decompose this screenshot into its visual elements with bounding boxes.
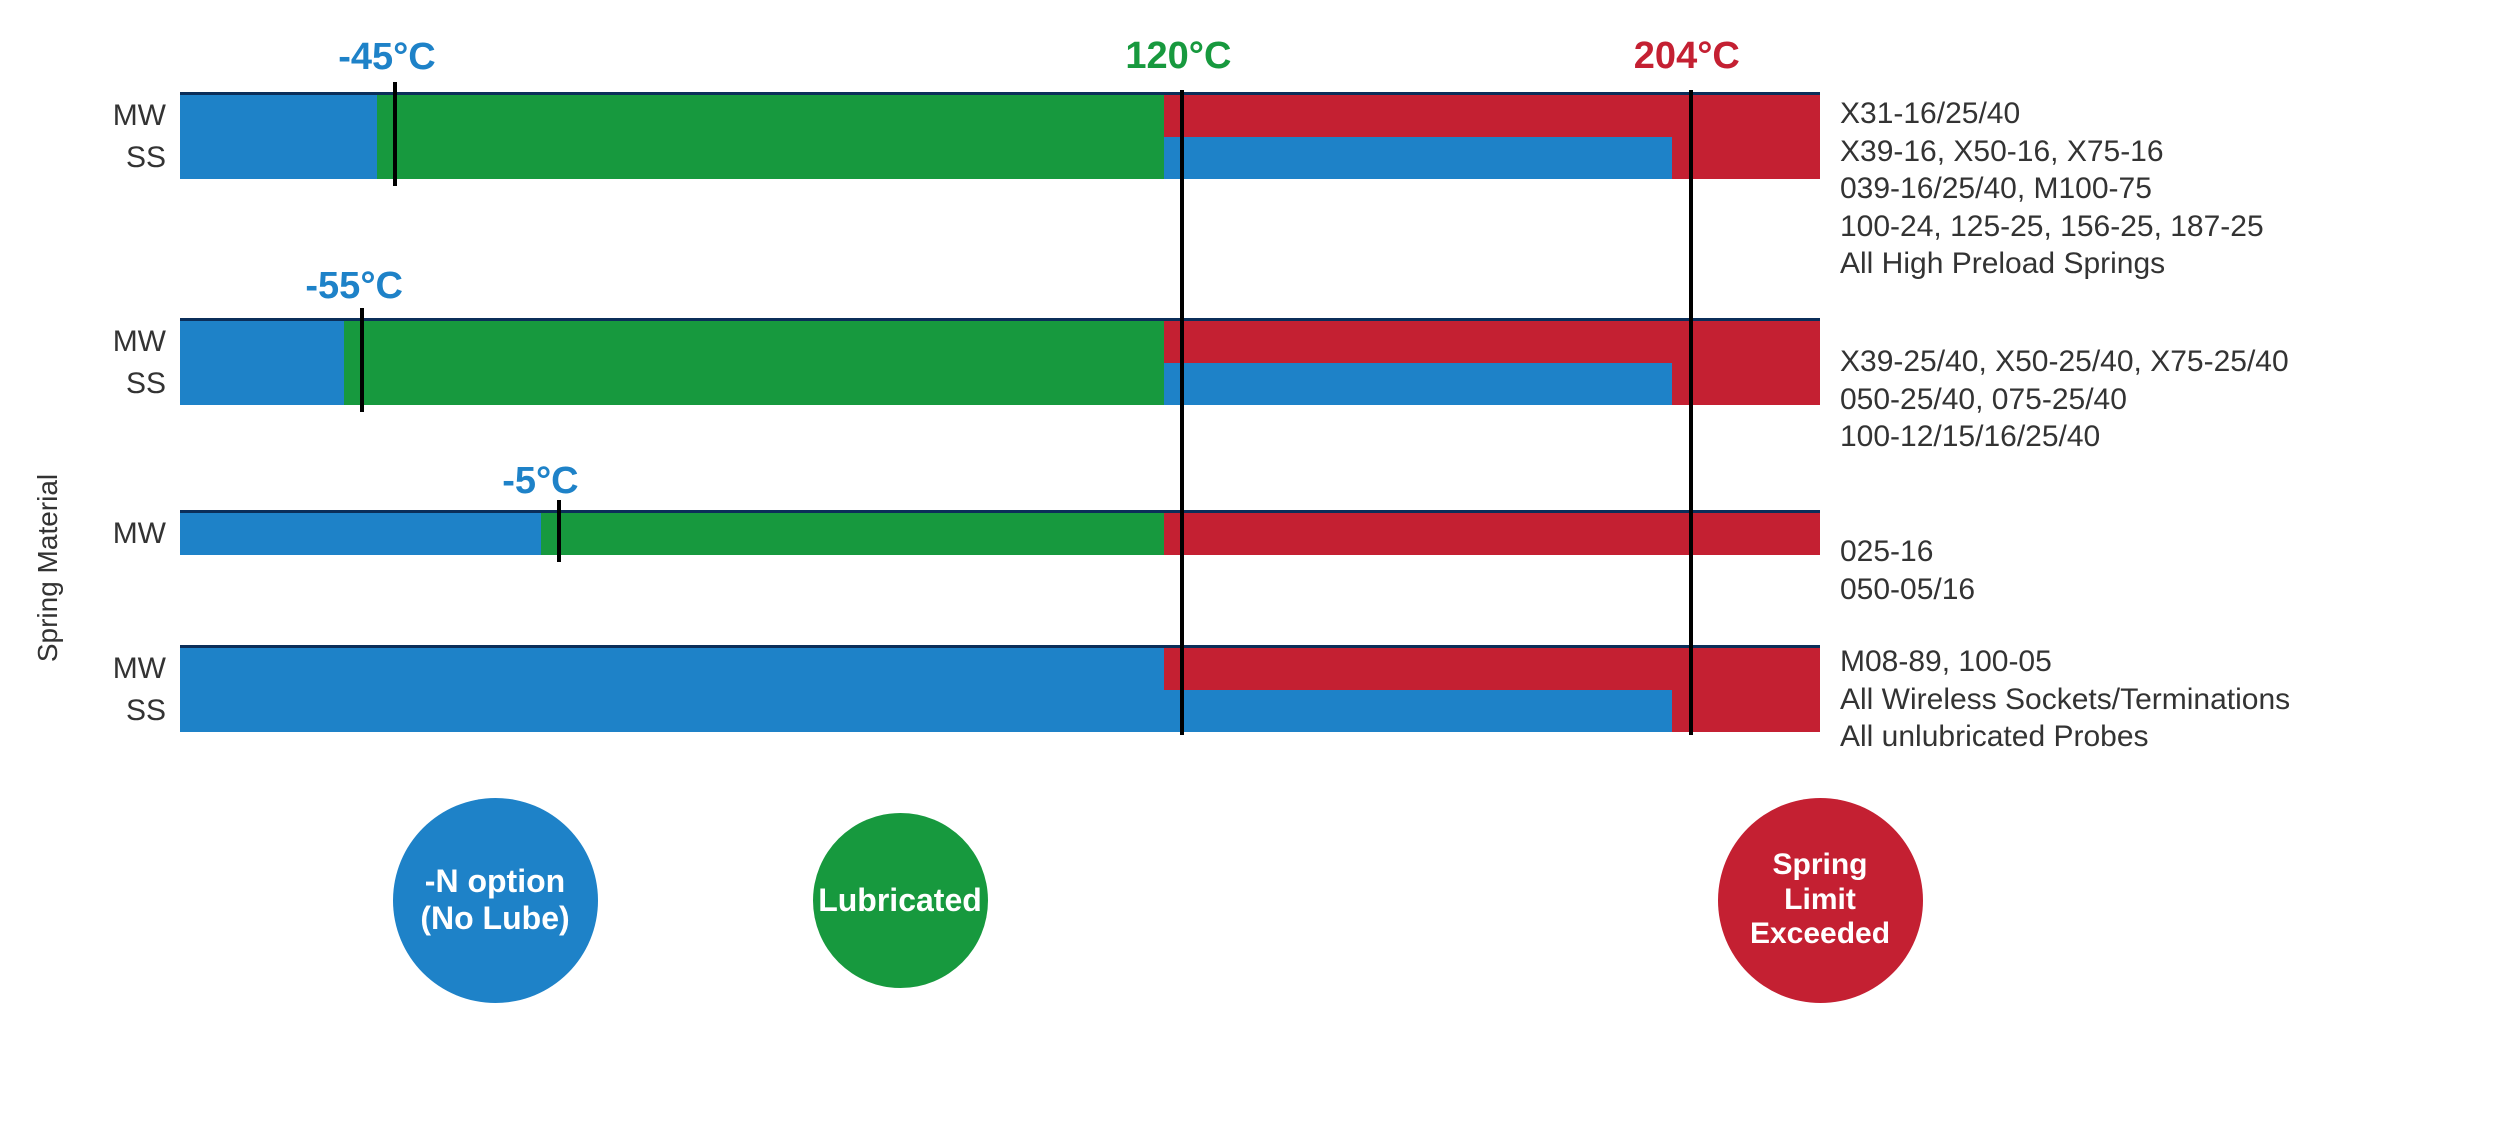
material-group: MWSS xyxy=(180,92,1820,176)
material-row xyxy=(180,95,1820,137)
legend-circle: Lubricated xyxy=(813,813,988,988)
product-list: M08-89, 100-05All Wireless Sockets/Termi… xyxy=(1840,643,2460,756)
product-list: 025-16050-05/16 xyxy=(1840,533,2460,608)
range-segment xyxy=(541,513,1197,555)
product-line: All Wireless Sockets/Terminations xyxy=(1840,681,2460,719)
material-group: MWSS xyxy=(180,645,1820,729)
range-segment xyxy=(1164,321,1820,363)
material-group: MW xyxy=(180,510,1820,552)
product-line: X31-16/25/40 xyxy=(1840,95,2460,133)
row-label: SS xyxy=(126,363,166,405)
row-label: SS xyxy=(126,137,166,179)
row-label: MW xyxy=(113,95,166,137)
product-line: M08-89, 100-05 xyxy=(1840,643,2460,681)
product-line: All unlubricated Probes xyxy=(1840,718,2460,756)
material-row xyxy=(180,690,1820,732)
legend-circle: SpringLimitExceeded xyxy=(1718,798,1923,1003)
range-segment xyxy=(180,513,557,555)
product-line: 050-05/16 xyxy=(1840,571,2460,609)
product-line: 100-24, 125-25, 156-25, 187-25 xyxy=(1840,208,2460,246)
range-segment xyxy=(1164,95,1820,137)
material-row xyxy=(180,321,1820,363)
row-label: MW xyxy=(113,321,166,363)
material-row xyxy=(180,137,1820,179)
y-axis-label: Spring Material xyxy=(32,473,64,661)
low-temp-label: -45°C xyxy=(338,36,436,79)
range-segment xyxy=(344,321,1197,363)
product-line: 050-25/40, 075-25/40 xyxy=(1840,381,2460,419)
range-segment xyxy=(1164,513,1820,555)
range-segment xyxy=(180,137,393,179)
range-segment xyxy=(1164,363,1689,405)
material-row xyxy=(180,648,1820,690)
legend-line: Limit xyxy=(1784,883,1856,918)
product-line: 039-16/25/40, M100-75 xyxy=(1840,170,2460,208)
legend-line: Exceeded xyxy=(1750,917,1890,952)
row-label: SS xyxy=(126,690,166,732)
range-segment xyxy=(180,321,360,363)
legend-line: Lubricated xyxy=(818,882,982,919)
temp-reference-line xyxy=(1689,90,1693,735)
spring-temperature-chart: Spring Material 120°C204°CMWSS-45°CMWSS-… xyxy=(20,20,2476,1115)
product-line: All High Preload Springs xyxy=(1840,245,2460,283)
temp-reference-line xyxy=(1180,90,1184,735)
product-list: X39-25/40, X50-25/40, X75-25/40050-25/40… xyxy=(1840,343,2460,456)
material-row xyxy=(180,363,1820,405)
range-segment xyxy=(1672,137,1820,179)
product-list: X31-16/25/40X39-16, X50-16, X75-16039-16… xyxy=(1840,95,2460,283)
product-line: 100-12/15/16/25/40 xyxy=(1840,418,2460,456)
product-line: 025-16 xyxy=(1840,533,2460,571)
legend-line: (No Lube) xyxy=(420,900,569,937)
range-segment xyxy=(1164,137,1689,179)
material-group: MWSS xyxy=(180,318,1820,402)
range-segment xyxy=(180,690,1689,732)
low-temp-tick xyxy=(360,308,364,412)
low-temp-label: -5°C xyxy=(502,460,578,503)
range-segment xyxy=(1672,690,1820,732)
product-line: X39-16, X50-16, X75-16 xyxy=(1840,133,2460,171)
temp-reference-label: 204°C xyxy=(1634,35,1740,78)
temp-reference-label: 120°C xyxy=(1125,35,1231,78)
material-row xyxy=(180,513,1820,555)
legend-line: Spring xyxy=(1773,848,1868,883)
legend-circle: -N option(No Lube) xyxy=(393,798,598,1003)
row-label: MW xyxy=(113,648,166,690)
range-segment xyxy=(180,95,393,137)
row-label: MW xyxy=(113,513,166,555)
low-temp-tick xyxy=(557,500,561,562)
range-segment xyxy=(1164,648,1820,690)
range-segment xyxy=(180,648,1197,690)
range-segment xyxy=(344,363,1197,405)
range-segment xyxy=(377,95,1197,137)
range-segment xyxy=(180,363,360,405)
product-line: X39-25/40, X50-25/40, X75-25/40 xyxy=(1840,343,2460,381)
range-segment xyxy=(377,137,1197,179)
low-temp-tick xyxy=(393,82,397,186)
range-segment xyxy=(1672,363,1820,405)
low-temp-label: -55°C xyxy=(305,265,403,308)
legend-line: -N option xyxy=(425,863,565,900)
